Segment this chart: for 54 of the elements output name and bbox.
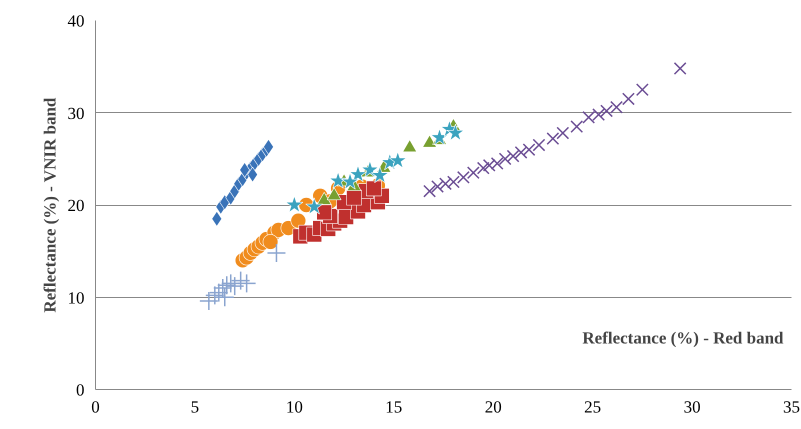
x-tick-label: 25 xyxy=(584,398,602,416)
point xyxy=(366,180,382,196)
point xyxy=(466,166,480,180)
point xyxy=(546,132,560,145)
point xyxy=(498,152,512,166)
x-axis-title: Reflectance (%) - Red band xyxy=(582,328,784,348)
y-tick-label: 20 xyxy=(68,196,84,215)
x-tick-label: 15 xyxy=(385,398,402,416)
point xyxy=(346,190,362,206)
y-tick-label: 10 xyxy=(68,288,84,308)
point xyxy=(236,274,256,294)
point xyxy=(476,162,490,175)
point xyxy=(286,196,304,213)
point xyxy=(506,150,520,163)
point xyxy=(329,172,347,189)
x-tick-label: 10 xyxy=(286,398,303,416)
point xyxy=(522,143,536,156)
point xyxy=(266,243,286,263)
point xyxy=(423,184,436,198)
point xyxy=(349,165,367,182)
y-tick-label: 40 xyxy=(68,12,84,30)
point xyxy=(532,138,546,152)
x-tick-label: 35 xyxy=(783,398,800,416)
point xyxy=(431,180,444,193)
point xyxy=(514,146,528,159)
point xyxy=(482,158,496,172)
point xyxy=(439,177,452,190)
point xyxy=(361,160,379,178)
point xyxy=(446,124,464,141)
point xyxy=(622,92,635,106)
x-tick-label: 20 xyxy=(484,398,502,416)
point xyxy=(570,120,584,133)
point xyxy=(290,212,306,228)
point xyxy=(388,151,407,168)
point xyxy=(230,270,250,290)
point xyxy=(636,83,649,96)
point xyxy=(262,234,278,250)
point xyxy=(447,176,460,188)
point xyxy=(341,172,359,190)
point xyxy=(674,62,687,75)
point xyxy=(305,198,324,214)
point xyxy=(556,126,570,140)
x-tick-label: 30 xyxy=(684,398,701,416)
y-axis-title: Reflectance (%) - VNIR band xyxy=(40,97,60,313)
point xyxy=(490,157,504,170)
point xyxy=(430,128,448,146)
point xyxy=(456,170,470,184)
point xyxy=(610,100,623,114)
y-tick-label: 30 xyxy=(68,104,84,123)
x-tick-label: 5 xyxy=(190,398,200,416)
point xyxy=(371,166,389,184)
point xyxy=(600,104,613,118)
y-tick-label: 0 xyxy=(76,380,84,400)
x-tick-label: 0 xyxy=(91,398,100,416)
